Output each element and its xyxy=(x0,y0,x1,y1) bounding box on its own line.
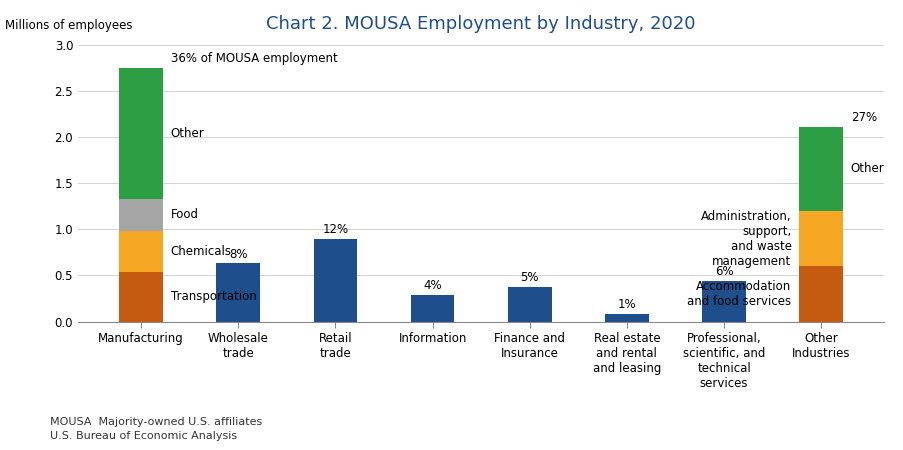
Title: Chart 2. MOUSA Employment by Industry, 2020: Chart 2. MOUSA Employment by Industry, 2… xyxy=(266,15,695,33)
Bar xyxy=(410,295,454,322)
Text: U.S. Bureau of Economic Analysis: U.S. Bureau of Economic Analysis xyxy=(50,431,237,441)
Text: 6%: 6% xyxy=(714,265,732,278)
Text: 8%: 8% xyxy=(228,248,247,261)
Bar xyxy=(604,314,648,322)
Bar xyxy=(798,211,842,266)
Text: Food: Food xyxy=(171,208,199,221)
Bar xyxy=(119,199,163,231)
Text: Transportation: Transportation xyxy=(171,290,256,303)
Bar xyxy=(798,266,842,322)
Text: 36% of MOUSA employment: 36% of MOUSA employment xyxy=(171,52,337,65)
Text: 27%: 27% xyxy=(850,111,876,124)
Bar xyxy=(119,68,163,199)
Bar xyxy=(507,287,551,322)
Text: Other: Other xyxy=(850,162,884,176)
Text: MOUSA  Majority-owned U.S. affiliates: MOUSA Majority-owned U.S. affiliates xyxy=(50,417,262,427)
Bar xyxy=(313,238,357,322)
Text: 12%: 12% xyxy=(322,223,349,236)
Text: Administration,
support,
and waste
management: Administration, support, and waste manag… xyxy=(700,210,791,268)
Text: Chemicals: Chemicals xyxy=(171,245,231,258)
Bar xyxy=(119,231,163,272)
Bar xyxy=(798,127,842,211)
Text: 5%: 5% xyxy=(520,271,538,284)
Bar xyxy=(119,272,163,322)
Text: 4%: 4% xyxy=(423,279,442,292)
Text: Millions of employees: Millions of employees xyxy=(5,19,133,32)
Text: Accommodation
and food services: Accommodation and food services xyxy=(686,280,791,308)
Text: 1%: 1% xyxy=(617,298,636,311)
Bar xyxy=(702,281,745,322)
Bar xyxy=(216,263,260,322)
Text: Other: Other xyxy=(171,127,204,140)
